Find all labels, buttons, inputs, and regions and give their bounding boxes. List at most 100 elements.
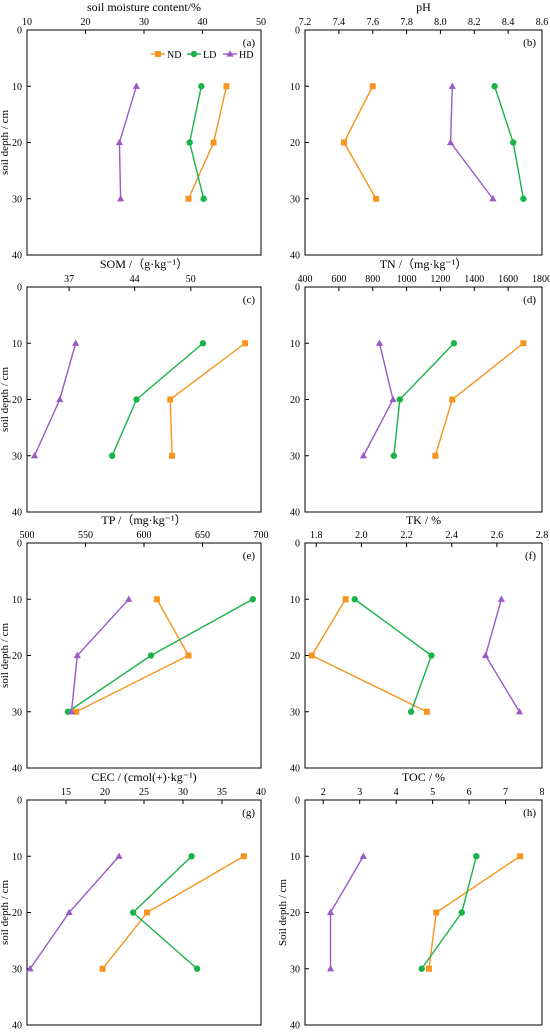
data-point-ld	[418, 965, 425, 972]
y-tick-label: 20	[12, 395, 22, 406]
data-point-hd	[72, 339, 80, 346]
y-tick-label: 0	[295, 26, 300, 37]
series-line-hd	[484, 599, 521, 713]
chart-panel-e: TP /（mg·kg⁻¹） 500 550 600 650 700 0 10 20 30 40 soi…	[0, 513, 269, 775]
chart-title: TOC / %	[402, 770, 445, 784]
legend-marker-ld	[190, 50, 198, 58]
data-point-hd	[446, 138, 455, 146]
panel-label: (e)	[243, 550, 256, 562]
series-line-ld	[421, 856, 478, 970]
y-tick-label: 10	[290, 339, 300, 350]
x-tick-label: 600	[331, 274, 346, 285]
y-tick-label: 30	[12, 451, 22, 462]
data-point-nd	[433, 909, 440, 916]
x-tick-label: 8.2	[468, 17, 481, 28]
data-point-ld	[473, 853, 480, 860]
x-tick-label: 2.6	[491, 530, 504, 541]
data-point-hd	[389, 395, 397, 403]
data-point-hd	[67, 707, 76, 715]
series-line-hd	[29, 855, 120, 970]
y-axis-label: soil depth / cm	[0, 367, 11, 433]
data-point-hd	[326, 908, 335, 916]
y-tick-label: 30	[290, 964, 300, 975]
y-axis-label: soil depth / cm	[0, 880, 11, 946]
legend-label-ld: LD	[203, 50, 216, 61]
x-tick-label: 30	[178, 787, 188, 798]
data-point-ld	[351, 596, 358, 603]
y-tick-label: 20	[290, 908, 300, 919]
x-tick-label: 44	[130, 274, 140, 285]
data-point-ld	[520, 195, 527, 202]
y-tick-label: 40	[290, 251, 300, 262]
x-tick-label: 30	[139, 17, 149, 28]
y-tick-label: 0	[295, 283, 300, 294]
legend-label-hd: HD	[239, 50, 253, 61]
y-tick-label: 40	[12, 508, 22, 519]
data-point-ld	[186, 139, 193, 146]
y-tick-label: 30	[290, 194, 300, 205]
data-point-nd	[144, 909, 151, 916]
y-axis-label: Soil depth / cm	[277, 879, 289, 946]
series-line-nd	[434, 342, 524, 456]
data-point-ld	[108, 452, 116, 459]
y-tick-label: 20	[290, 138, 300, 149]
x-tick-label: 7	[503, 787, 508, 798]
data-point-hd	[117, 194, 125, 202]
data-point-nd	[432, 452, 439, 459]
x-tick-label: 40	[256, 787, 266, 798]
chart-panel-c: SOM /（g·kg⁻¹） 37 44 50 0 10 20 30 40 soil depth /…	[0, 257, 262, 519]
series-line-hd	[449, 86, 494, 200]
data-point-nd	[242, 340, 249, 347]
data-point-ld	[491, 83, 498, 90]
x-tick-label: 10	[22, 17, 32, 28]
panel-label: (d)	[523, 294, 536, 306]
x-tick-label: 15	[61, 787, 71, 798]
data-point-ld	[199, 340, 207, 347]
data-point-hd	[132, 82, 140, 89]
panel-label: (b)	[523, 37, 536, 49]
y-tick-label: 30	[290, 451, 300, 462]
data-point-hd	[56, 395, 64, 403]
data-point-ld	[396, 396, 403, 403]
y-tick-label: 10	[290, 595, 300, 606]
x-tick-label: 50	[186, 274, 196, 285]
series-line-nd	[187, 86, 228, 200]
data-point-nd	[99, 965, 106, 972]
panel-label: (c)	[243, 294, 256, 306]
data-point-nd	[520, 340, 527, 347]
y-tick-label: 0	[17, 539, 22, 550]
y-tick-label: 20	[12, 138, 22, 149]
x-tick-label: 8.0	[434, 17, 447, 28]
y-tick-label: 40	[12, 1021, 22, 1032]
legend-label-nd: ND	[167, 50, 181, 61]
y-tick-label: 20	[12, 908, 22, 919]
x-tick-label: 650	[195, 530, 210, 541]
data-point-nd	[73, 708, 80, 715]
data-point-nd	[517, 853, 524, 860]
data-point-ld	[450, 340, 458, 347]
x-tick-label: 50	[256, 17, 266, 28]
chart-panel-b: pH 7.2 7.4 7.6 7.8 8.0 8.2 8.4 8.6 0 10 20 30 40 (b)	[290, 0, 548, 262]
series-line-hd	[70, 598, 130, 712]
x-tick-label: 3	[357, 787, 362, 798]
data-point-ld	[428, 652, 435, 659]
data-point-nd	[423, 708, 430, 715]
chart-panel-a: soil moisture content/%10 20 30 40 500102030…	[0, 0, 266, 262]
plot-frame	[304, 286, 543, 513]
data-point-nd	[153, 596, 160, 603]
y-tick-label: 10	[12, 339, 22, 350]
x-tick-label: 1.8	[310, 530, 323, 541]
y-tick-label: 10	[290, 852, 300, 863]
data-point-hd	[26, 964, 34, 972]
panel-label: (g)	[242, 807, 255, 819]
y-tick-label: 40	[12, 764, 22, 775]
plot-frame	[304, 799, 543, 1026]
data-point-nd	[449, 396, 456, 403]
x-tick-label: 8.4	[502, 17, 515, 28]
x-tick-label: 1400	[464, 274, 484, 285]
y-tick-label: 0	[295, 539, 300, 550]
x-tick-label: 8.6	[536, 17, 549, 28]
plot-frame	[26, 29, 262, 256]
data-point-ld	[188, 853, 195, 860]
